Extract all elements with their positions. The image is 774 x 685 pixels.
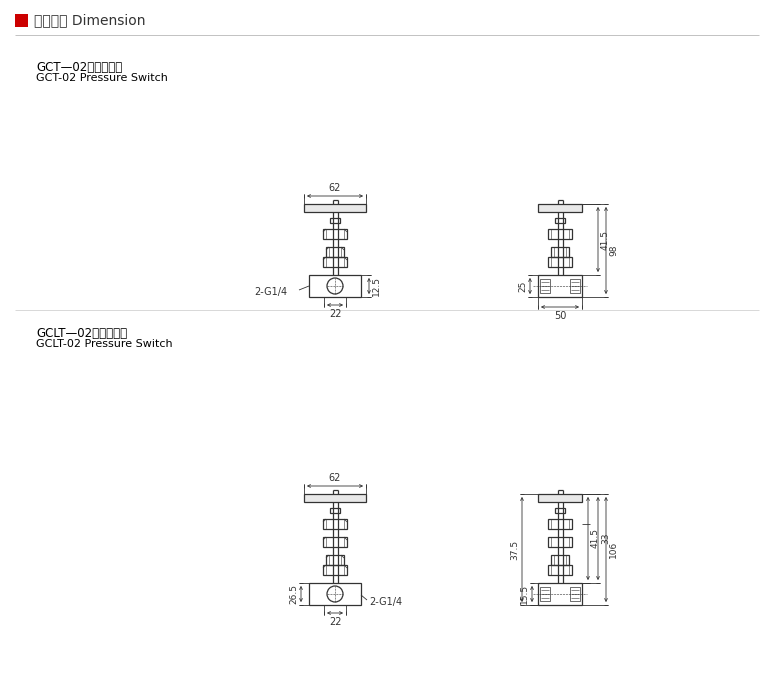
Text: 37.5: 37.5 (510, 540, 519, 560)
Text: 41.5: 41.5 (591, 529, 600, 549)
Bar (538, 275, 582, 297)
Text: 106: 106 (609, 541, 618, 558)
Bar (555, 508, 565, 513)
Bar (538, 204, 582, 212)
Text: 22: 22 (329, 617, 341, 627)
Bar (538, 583, 582, 605)
Bar (540, 279, 550, 293)
Text: GCT-02 Pressure Switch: GCT-02 Pressure Switch (36, 73, 168, 83)
Bar (548, 519, 572, 529)
Bar (570, 279, 580, 293)
Bar (304, 204, 366, 212)
Text: 33: 33 (601, 533, 610, 545)
Bar (323, 257, 347, 267)
Bar (551, 555, 569, 565)
Bar (323, 537, 347, 547)
Text: GCT—02压力表开关: GCT—02压力表开关 (36, 61, 122, 74)
Bar (548, 229, 572, 239)
Text: GCLT-02 Pressure Switch: GCLT-02 Pressure Switch (36, 339, 173, 349)
Text: 98: 98 (609, 245, 618, 256)
Text: 62: 62 (329, 183, 341, 193)
Bar (570, 587, 580, 601)
Text: 26.5: 26.5 (289, 584, 298, 604)
Bar (309, 583, 361, 605)
Text: 2-G1/4: 2-G1/4 (254, 287, 287, 297)
Text: GCLT—02压力表开关: GCLT—02压力表开关 (36, 327, 127, 340)
Bar (15, 14, 28, 27)
Bar (555, 218, 565, 223)
Text: 50: 50 (554, 311, 567, 321)
Bar (304, 494, 366, 502)
Text: 外型尺寸 Dimension: 外型尺寸 Dimension (34, 14, 146, 27)
Bar (548, 257, 572, 267)
Bar (326, 555, 344, 565)
Text: 41.5: 41.5 (601, 229, 610, 249)
Bar (323, 229, 347, 239)
Bar (326, 247, 344, 257)
Text: 22: 22 (329, 309, 341, 319)
Bar (540, 587, 550, 601)
Bar (548, 565, 572, 575)
Text: 25: 25 (518, 280, 527, 292)
Bar (330, 218, 340, 223)
Bar (323, 519, 347, 529)
Text: 2-G1/4: 2-G1/4 (369, 597, 402, 607)
Bar (309, 275, 361, 297)
Bar (323, 565, 347, 575)
Bar (548, 537, 572, 547)
Bar (330, 508, 340, 513)
Bar (538, 494, 582, 502)
Text: 62: 62 (329, 473, 341, 483)
Text: 15.5: 15.5 (520, 584, 529, 604)
Bar (551, 247, 569, 257)
Text: 12.5: 12.5 (372, 276, 381, 296)
